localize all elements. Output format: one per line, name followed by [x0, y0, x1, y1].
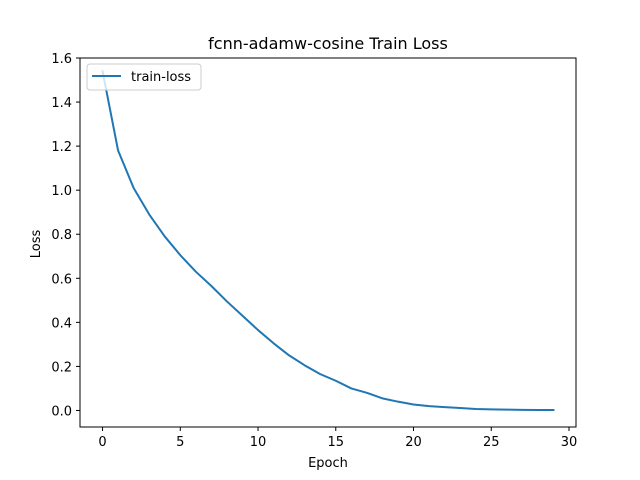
series-line-train-loss — [101, 70, 555, 412]
data-point — [195, 271, 197, 273]
x-axis: 0 5 10 15 20 25 30 — [98, 427, 577, 450]
data-point — [444, 406, 446, 408]
y-axis-label: Loss — [29, 230, 44, 259]
data-point — [335, 380, 337, 382]
y-tick-label: 0.2 — [51, 360, 72, 375]
data-point — [148, 213, 150, 215]
data-point — [210, 285, 212, 287]
data-point — [273, 342, 275, 344]
x-tick-label: 5 — [176, 435, 184, 450]
data-point — [164, 235, 166, 237]
legend-label-train-loss: train-loss — [131, 70, 191, 85]
x-tick-label: 25 — [483, 435, 500, 450]
legend-box — [86, 63, 202, 91]
y-tick-label: 1.2 — [51, 140, 72, 155]
data-point — [428, 405, 430, 407]
y-tick-label: 0.4 — [51, 316, 72, 331]
data-point — [350, 387, 352, 389]
x-tick-label: 15 — [328, 435, 345, 450]
data-point — [397, 401, 399, 403]
data-point — [304, 364, 306, 366]
data-point — [241, 315, 243, 317]
x-axis-label: Epoch — [308, 456, 348, 471]
series-layer — [101, 70, 555, 412]
data-point — [537, 409, 539, 411]
y-tick-label: 0.6 — [51, 272, 72, 287]
x-tick-label: 0 — [98, 435, 106, 450]
y-tick-label: 1.0 — [51, 184, 72, 199]
legend: train-loss — [86, 63, 202, 91]
y-axis: 0.0 0.2 0.4 0.6 0.8 1.0 1.2 1.4 1.6 — [51, 52, 80, 419]
y-tick-label: 1.4 — [51, 96, 72, 111]
data-point — [506, 409, 508, 411]
data-point — [117, 150, 119, 152]
data-point — [381, 397, 383, 399]
data-point — [521, 409, 523, 411]
y-tick-label: 0.8 — [51, 228, 72, 243]
y-tick-label: 0.0 — [51, 404, 72, 419]
x-tick-label: 10 — [250, 435, 267, 450]
data-point — [366, 392, 368, 394]
x-tick-label: 30 — [561, 435, 578, 450]
x-tick-label: 20 — [405, 435, 422, 450]
data-point — [490, 408, 492, 410]
data-point — [257, 329, 259, 331]
data-point — [288, 354, 290, 356]
plot-area — [79, 57, 577, 428]
data-point — [475, 408, 477, 410]
data-point — [319, 373, 321, 375]
data-point — [459, 407, 461, 409]
data-point — [226, 300, 228, 302]
chart-title: fcnn-adamw-cosine Train Loss — [208, 34, 448, 53]
data-point — [133, 187, 135, 189]
y-tick-label: 1.6 — [51, 52, 72, 67]
data-point — [413, 404, 415, 406]
data-point — [552, 409, 554, 411]
data-point — [179, 254, 181, 256]
